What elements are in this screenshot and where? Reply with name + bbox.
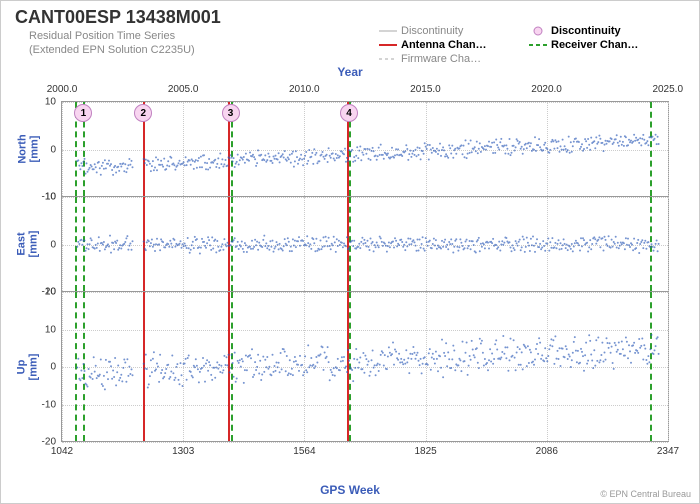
ytick: 10 (32, 192, 56, 203)
discontinuity-line-icon (379, 25, 397, 37)
scatter-up (62, 292, 668, 441)
ytick: -10 (32, 399, 56, 410)
week-tick: 1042 (51, 446, 73, 457)
discontinuity-marker: 1 (74, 104, 92, 122)
legend-receiver: Receiver Chan… (529, 39, 669, 51)
antenna-line-icon (379, 39, 397, 51)
chart-title: CANT00ESP 13438M001 (15, 7, 221, 28)
firmware-line-icon (379, 53, 397, 65)
ytick: 0 (32, 144, 56, 155)
discontinuity-marker-icon (529, 25, 547, 37)
scatter-east (62, 197, 668, 291)
panel-east: East[mm]-10010 (62, 197, 668, 292)
discontinuity-marker: 4 (340, 104, 358, 122)
ytick: 20 (32, 287, 56, 298)
week-tick: 1825 (414, 446, 436, 457)
legend-firmware: Firmware Cha… (379, 53, 519, 65)
week-tick: 2347 (657, 446, 679, 457)
scatter-north (62, 102, 668, 196)
ytick: 0 (32, 239, 56, 250)
legend-discontinuity-marker: Discontinuity (529, 25, 669, 37)
legend: Discontinuity Discontinuity Antenna Chan… (379, 25, 679, 67)
gpsweek-axis-label: GPS Week (320, 483, 380, 497)
footer-credit: © EPN Central Bureau (600, 489, 691, 499)
chart-container: CANT00ESP 13438M001 Residual Position Ti… (0, 0, 700, 504)
year-tick: 2010.0 (289, 84, 320, 95)
legend-discontinuity-line: Discontinuity (379, 25, 519, 37)
ytick: 10 (32, 97, 56, 108)
year-tick: 2005.0 (168, 84, 199, 95)
receiver-line-icon (529, 39, 547, 51)
week-tick: 1303 (172, 446, 194, 457)
discontinuity-marker: 3 (222, 104, 240, 122)
year-axis-label: Year (337, 65, 362, 79)
panel-up: Up[mm]-20-100102010421303156418252086234… (62, 292, 668, 442)
ytick: 0 (32, 362, 56, 373)
year-tick: 2000.0 (47, 84, 78, 95)
year-tick: 2025.0 (652, 84, 683, 95)
plot-area: North[mm]-1001012342000.02005.02010.0201… (61, 101, 669, 442)
ytick: 10 (32, 324, 56, 335)
discontinuity-marker: 2 (134, 104, 152, 122)
legend-antenna: Antenna Chan… (379, 39, 519, 51)
week-tick: 2086 (536, 446, 558, 457)
week-tick: 1564 (293, 446, 315, 457)
chart-subtitle: Residual Position Time Series (Extended … (29, 29, 195, 58)
year-tick: 2015.0 (410, 84, 441, 95)
panel-north: North[mm]-1001012342000.02005.02010.0201… (62, 102, 668, 197)
year-tick: 2020.0 (531, 84, 562, 95)
